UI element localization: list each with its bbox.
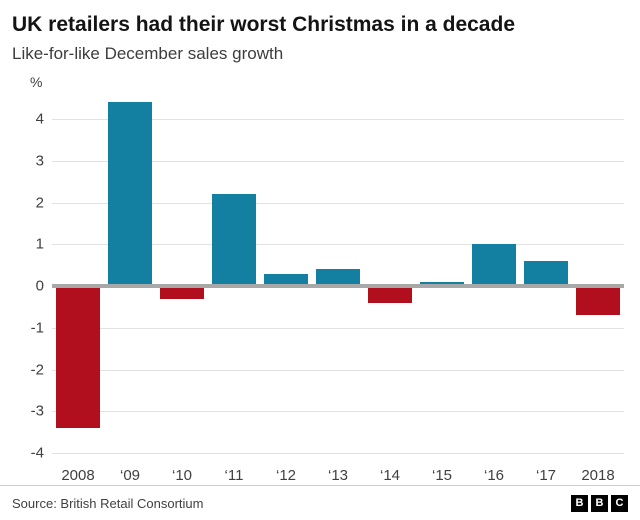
- gridline: [52, 119, 624, 121]
- x-tick-label: ‘14: [379, 467, 401, 484]
- y-tick-label: 2: [35, 194, 44, 212]
- source-attribution: Source: British Retail Consortium: [12, 495, 204, 511]
- x-tick-label: ‘12: [275, 467, 297, 484]
- bar-10: [160, 286, 204, 299]
- bar-2018: [576, 286, 620, 316]
- x-tick-label: ‘16: [483, 467, 505, 484]
- gridline: [52, 327, 624, 329]
- y-tick-label: 0: [35, 277, 44, 295]
- y-tick-label: 4: [35, 110, 44, 128]
- x-tick-label: ‘10: [171, 467, 193, 484]
- bar-09: [108, 102, 152, 287]
- bbc-logo: B B C: [571, 494, 628, 512]
- x-tick-label: ‘17: [535, 467, 557, 484]
- bar-15: [420, 281, 464, 287]
- plot-area: 4 3 2 1 0 -1 -2 -3 -4: [31, 98, 624, 462]
- x-tick-label: ‘13: [327, 467, 349, 484]
- bbc-logo-letter: C: [611, 494, 628, 512]
- gridline: [52, 202, 624, 204]
- y-tick-label: 3: [35, 152, 44, 170]
- page-title: UK retailers had their worst Christmas i…: [12, 13, 515, 36]
- x-tick-label: 2018: [581, 467, 615, 484]
- bar-16: [472, 244, 516, 287]
- y-tick-label: -4: [30, 444, 44, 462]
- bbc-logo-letter: B: [571, 494, 588, 512]
- zero-axis-line: [52, 284, 624, 289]
- bar-17: [524, 260, 568, 286]
- bar-chart: 4 3 2 1 0 -1 -2 -3 -4 2008 ‘09 ‘10 ‘11 ‘12 ‘13 ‘14 ‘15 ‘…: [10, 94, 630, 485]
- bar-2008: [56, 286, 100, 428]
- bbc-logo-letter: B: [591, 494, 608, 512]
- gridline: [52, 411, 624, 413]
- y-tick-label: -1: [30, 319, 44, 337]
- gridline: [52, 244, 624, 246]
- x-tick-label: ‘11: [224, 467, 244, 484]
- x-tick-label: ‘15: [431, 467, 453, 484]
- bar-14: [368, 286, 412, 303]
- chart-subtitle: Like-for-like December sales growth: [12, 44, 284, 64]
- x-axis-labels: 2008 ‘09 ‘10 ‘11 ‘12 ‘13 ‘14 ‘15 ‘16 ‘17 2018: [52, 459, 624, 485]
- bar-13: [316, 269, 360, 287]
- x-tick-label: ‘09: [119, 467, 141, 484]
- x-tick-label: 2008: [61, 467, 95, 484]
- bar-12: [264, 273, 308, 287]
- gridline: [52, 453, 624, 454]
- gridline: [52, 369, 624, 371]
- y-tick-label: 1: [35, 235, 44, 253]
- y-axis-unit-label: %: [30, 74, 43, 91]
- gridline: [52, 160, 624, 162]
- bar-11: [212, 194, 256, 287]
- y-tick-label: -2: [30, 361, 44, 378]
- y-tick-label: -3: [30, 402, 44, 420]
- footer: Source: British Retail Consortium B B C: [0, 485, 640, 520]
